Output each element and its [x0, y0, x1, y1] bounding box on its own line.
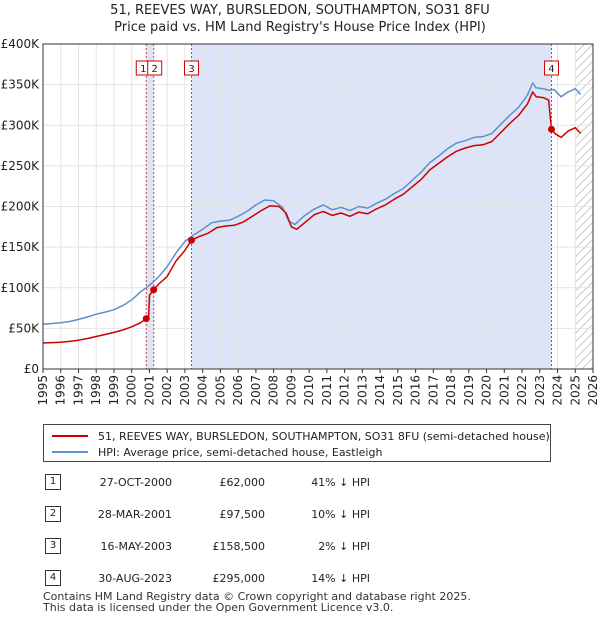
x-tick-label: 2008 — [267, 375, 281, 406]
y-tick-label: £200K — [1, 200, 41, 214]
footer-line-1: Contains HM Land Registry data © Crown c… — [43, 590, 471, 603]
transaction-point — [188, 236, 195, 244]
x-tick-label: 1996 — [54, 375, 68, 406]
x-tick-label: 2002 — [160, 375, 174, 406]
transaction-label-box — [147, 60, 163, 76]
x-tick-label: 2005 — [213, 375, 227, 406]
x-tick-label: 2003 — [178, 375, 192, 406]
legend-label-hpi: HPI: Average price, semi-detached house,… — [98, 445, 383, 459]
transaction-price: £158,500 — [212, 540, 266, 553]
y-tick-label: £0 — [24, 362, 39, 376]
transaction-date: 30-AUG-2023 — [98, 572, 172, 585]
y-tick-label: £50K — [8, 321, 40, 335]
x-tick-label: 2015 — [391, 375, 405, 406]
transaction-badge: 4 — [45, 570, 61, 586]
footer-attribution: Contains HM Land Registry data © Crown c… — [43, 591, 471, 613]
y-tick-label: £250K — [1, 159, 41, 173]
x-tick-label: 2001 — [142, 375, 156, 406]
transaction-label: 3 — [188, 64, 194, 75]
transaction-badge: 1 — [45, 474, 61, 490]
x-tick-label: 1998 — [89, 375, 103, 406]
x-tick-label: 1997 — [71, 375, 85, 406]
x-tick-label: 1999 — [107, 375, 121, 406]
transaction-hpi: 14% ↓ HPI — [311, 572, 370, 585]
transaction-point — [547, 125, 555, 133]
x-tick-label: 2020 — [480, 375, 494, 406]
x-tick-label: 2017 — [426, 375, 440, 406]
title-line-1: 51, REEVES WAY, BURSLEDON, SOUTHAMPTON, … — [110, 3, 490, 18]
x-tick-label: 2013 — [355, 375, 369, 406]
transaction-price: £97,500 — [219, 508, 266, 521]
x-tick-label: 2006 — [231, 375, 245, 406]
y-tick-label: £350K — [1, 78, 41, 92]
transaction-date: 28-MAR-2001 — [97, 508, 172, 521]
transaction-label-box — [184, 60, 199, 76]
y-tick-label: £400K — [1, 37, 41, 51]
x-tick-label: 2025 — [568, 375, 582, 406]
transaction-hpi: 10% ↓ HPI — [311, 508, 370, 521]
transaction-label-box — [543, 60, 559, 76]
transaction-hpi: 41% ↓ HPI — [311, 476, 370, 489]
x-tick-label: 2022 — [515, 375, 529, 406]
table-row: 3 16-MAY-2003 £158,500 2% ↓ HPI — [0, 538, 600, 558]
x-tick-label: 2007 — [249, 375, 263, 406]
x-tick-label: 2026 — [586, 375, 600, 406]
x-tick-label: 2012 — [338, 375, 352, 406]
transaction-hpi: 2% ↓ HPI — [318, 540, 370, 553]
transaction-label: 1 — [140, 64, 146, 75]
transaction-price: £295,000 — [212, 572, 266, 585]
y-tick-label: £150K — [1, 240, 41, 254]
x-tick-label: 2019 — [462, 375, 476, 406]
legend-swatch-hpi — [52, 451, 88, 453]
transaction-point — [150, 286, 158, 294]
x-tick-label: 2010 — [302, 375, 316, 406]
x-tick-label: 2021 — [497, 375, 511, 406]
transaction-badge: 3 — [45, 538, 61, 554]
x-tick-label: 2023 — [533, 375, 547, 406]
plot-frame — [42, 43, 594, 370]
transaction-label: 4 — [548, 64, 554, 75]
x-tick-label: 2000 — [125, 375, 139, 406]
x-tick-label: 2016 — [409, 375, 423, 406]
y-tick-label: £300K — [1, 118, 41, 132]
y-tick-label: £100K — [1, 281, 41, 295]
chart-title: 51, REEVES WAY, BURSLEDON, SOUTHAMPTON, … — [0, 2, 600, 36]
legend-label-property: 51, REEVES WAY, BURSLEDON, SOUTHAMPTON, … — [98, 429, 550, 443]
title-line-2: Price paid vs. HM Land Registry's House … — [114, 20, 486, 35]
x-tick-label: 2009 — [284, 375, 298, 406]
x-tick-label: 2014 — [373, 375, 387, 406]
transaction-badge: 2 — [45, 506, 61, 522]
legend-entry-property: 51, REEVES WAY, BURSLEDON, SOUTHAMPTON, … — [52, 428, 550, 444]
transaction-price: £62,000 — [219, 476, 266, 489]
legend-entry-hpi: HPI: Average price, semi-detached house,… — [52, 444, 382, 460]
table-row: 1 27-OCT-2000 £62,000 41% ↓ HPI — [0, 474, 600, 494]
legend-swatch-property — [52, 435, 88, 437]
transaction-label: 2 — [152, 64, 158, 75]
table-row: 4 30-AUG-2023 £295,000 14% ↓ HPI — [0, 570, 600, 590]
hpi-series-line — [42, 82, 582, 326]
x-tick-label: 2011 — [320, 375, 334, 406]
x-tick-label: 2018 — [444, 375, 458, 406]
x-tick-label: 2024 — [551, 375, 565, 406]
chart-legend: 51, REEVES WAY, BURSLEDON, SOUTHAMPTON, … — [43, 424, 551, 462]
transaction-point — [142, 315, 150, 323]
transaction-date: 16-MAY-2003 — [100, 540, 172, 553]
transaction-date: 27-OCT-2000 — [99, 476, 172, 489]
footer-line-2: This data is licensed under the Open Gov… — [43, 601, 394, 614]
table-row: 2 28-MAR-2001 £97,500 10% ↓ HPI — [0, 506, 600, 526]
x-tick-label: 1995 — [36, 375, 50, 406]
x-tick-label: 2004 — [196, 375, 210, 406]
